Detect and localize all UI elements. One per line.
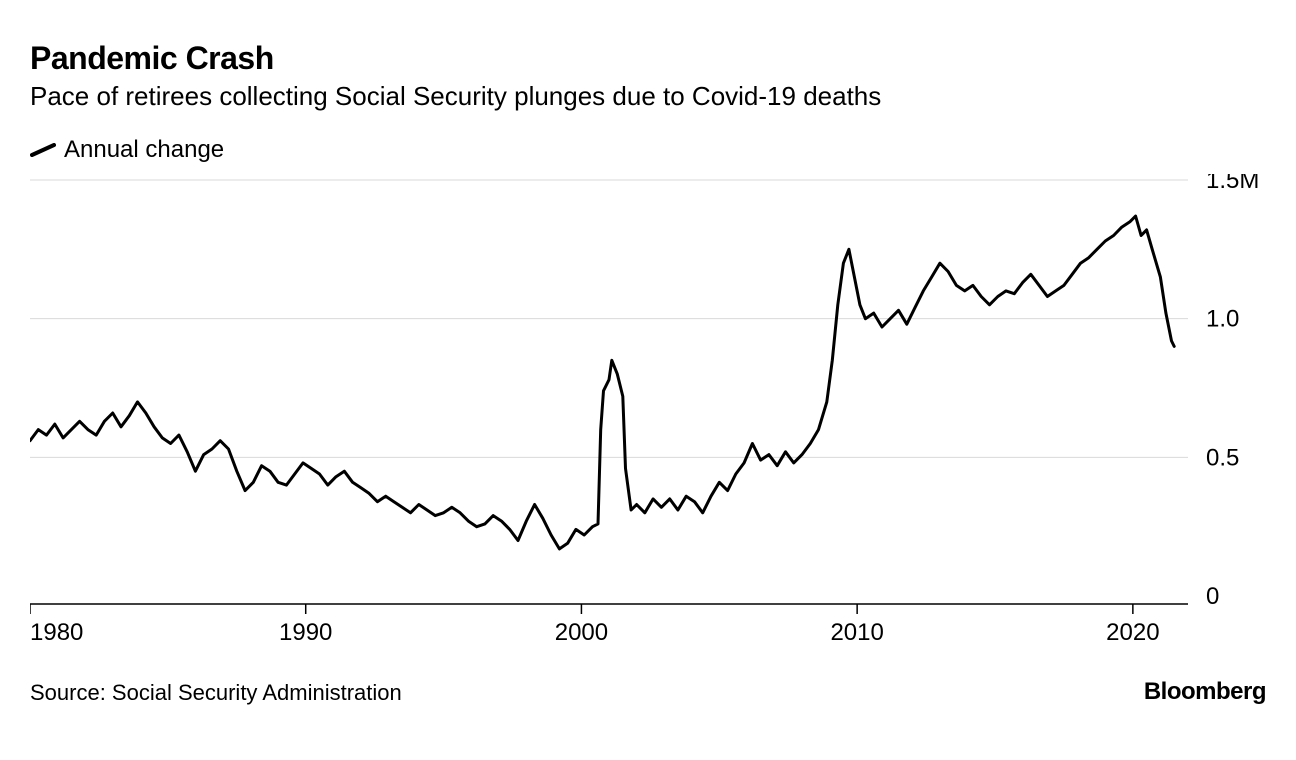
svg-text:1990: 1990	[279, 619, 332, 646]
source-text: Source: Social Security Administration	[30, 680, 402, 706]
svg-text:1.0: 1.0	[1206, 306, 1239, 333]
chart-title: Pandemic Crash	[30, 40, 1266, 77]
svg-text:1.5M: 1.5M	[1206, 174, 1259, 194]
chart-subtitle: Pace of retirees collecting Social Secur…	[30, 81, 1266, 112]
chart-plot: 1980 1990 2000 2010 2020 0 0.5 1.0 1.5M	[30, 174, 1266, 654]
legend: Annual change	[30, 136, 1266, 164]
legend-line-icon	[30, 143, 56, 157]
svg-text:2000: 2000	[555, 619, 608, 646]
svg-text:1980: 1980	[30, 619, 83, 646]
svg-text:0.5: 0.5	[1206, 444, 1239, 471]
legend-label: Annual change	[64, 136, 224, 164]
svg-text:2020: 2020	[1106, 619, 1159, 646]
chart-container: Pandemic Crash Pace of retirees collecti…	[0, 0, 1296, 760]
svg-text:2010: 2010	[830, 619, 883, 646]
svg-text:0: 0	[1206, 583, 1219, 610]
footer-row: Source: Social Security Administration B…	[30, 678, 1266, 706]
brand-logo: Bloomberg	[1144, 678, 1266, 706]
